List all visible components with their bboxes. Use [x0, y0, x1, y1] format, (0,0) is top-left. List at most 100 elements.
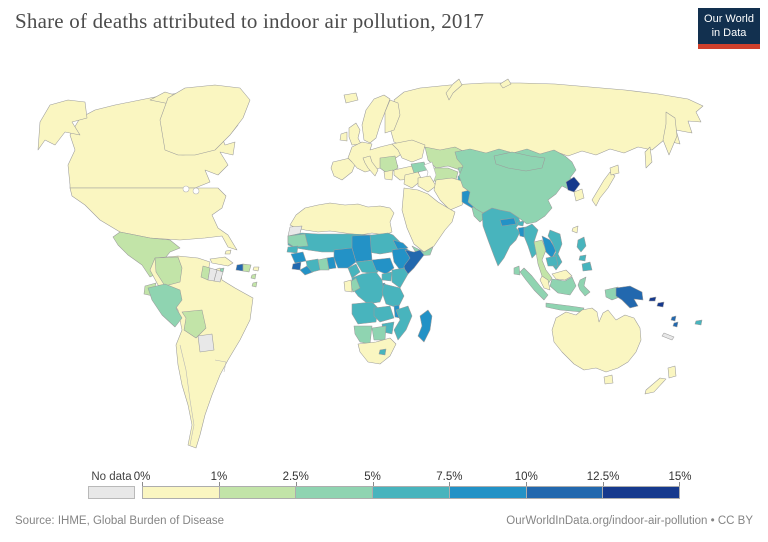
country-new-zealand-north[interactable] [667, 365, 677, 379]
country-australia-tasmania[interactable] [603, 374, 614, 385]
country-south-korea[interactable] [573, 188, 585, 202]
country-philippines-mindanao[interactable] [581, 261, 593, 272]
country-lesotho[interactable] [378, 348, 387, 356]
country-taiwan[interactable] [571, 225, 579, 234]
country-malaysia-peninsula[interactable] [539, 275, 551, 291]
country-iraq[interactable] [417, 175, 437, 193]
country-haiti[interactable] [235, 263, 244, 272]
country-eritrea[interactable] [392, 239, 409, 251]
country-bahamas[interactable] [224, 249, 232, 255]
country-north-korea[interactable] [565, 176, 581, 193]
country-philippines-visayas[interactable] [578, 254, 587, 262]
country-levant[interactable] [403, 171, 423, 189]
country-french-guiana[interactable] [213, 269, 224, 283]
country-mongolia[interactable] [493, 151, 546, 172]
country-congo[interactable] [349, 277, 361, 293]
country-cameroon[interactable] [347, 263, 361, 279]
country-solomon-islands-2[interactable] [656, 301, 665, 308]
country-cuba[interactable] [209, 256, 234, 267]
country-togo-benin[interactable] [326, 256, 337, 270]
country-new-caledonia[interactable] [661, 332, 675, 341]
country-bhutan[interactable] [516, 220, 525, 227]
country-tanzania[interactable] [381, 283, 405, 309]
country-greenland[interactable] [159, 84, 251, 156]
country-nigeria[interactable] [333, 247, 357, 269]
country-cambodia[interactable] [545, 255, 559, 267]
country-colombia[interactable] [154, 256, 183, 287]
country-zambia[interactable] [373, 305, 395, 323]
country-bolivia[interactable] [181, 309, 207, 339]
country-vanuatu-2[interactable] [672, 321, 679, 328]
country-philippines-luzon[interactable] [576, 236, 587, 253]
country-drc[interactable] [351, 271, 385, 305]
country-iran[interactable] [433, 177, 469, 211]
country-puerto-rico[interactable] [252, 266, 260, 272]
country-ukraine-east-europe[interactable] [391, 139, 426, 163]
legend-bin-2.5-5[interactable] [295, 487, 373, 498]
country-peru[interactable] [147, 283, 183, 328]
country-mauritania[interactable] [287, 233, 309, 248]
country-sierra-leone[interactable] [291, 261, 302, 271]
country-south-africa[interactable] [357, 337, 397, 365]
country-lesser-antilles-2[interactable] [251, 281, 258, 288]
country-angola[interactable] [351, 301, 379, 325]
legend-bin-0-1[interactable] [143, 487, 219, 498]
country-australia[interactable] [551, 307, 642, 373]
owid-link[interactable]: OurWorldInData.org/indoor-air-pollution … [506, 515, 753, 527]
country-japan[interactable] [591, 171, 616, 207]
country-saudi-arabia[interactable] [401, 187, 456, 253]
country-papua-new-guinea[interactable] [615, 285, 644, 309]
country-guinea[interactable] [290, 251, 307, 264]
country-italy[interactable] [362, 155, 379, 177]
legend-bin-7.5-10[interactable] [448, 487, 526, 498]
country-paraguay[interactable] [197, 333, 215, 353]
country-ireland[interactable] [339, 131, 348, 142]
country-mozambique[interactable] [393, 305, 413, 341]
country-norway-sweden[interactable] [361, 94, 391, 144]
country-new-zealand-south[interactable] [644, 377, 667, 395]
country-iceland[interactable] [343, 92, 359, 104]
country-south-sudan[interactable] [371, 257, 395, 275]
country-japan-hokkaido[interactable] [609, 164, 620, 176]
country-greece[interactable] [383, 169, 394, 181]
country-usa[interactable] [69, 187, 238, 251]
country-russia-severnaya[interactable] [499, 78, 512, 89]
legend-bin-10-12.5[interactable] [525, 487, 603, 498]
country-indonesia-java[interactable] [545, 302, 585, 313]
country-ghana[interactable] [317, 257, 330, 271]
country-botswana[interactable] [371, 325, 387, 341]
country-indonesia-sulawesi[interactable] [577, 276, 591, 297]
country-ivory-coast[interactable] [305, 258, 321, 273]
legend-bin-5-7.5[interactable] [372, 487, 449, 498]
country-russia-novaya-zemlya[interactable] [445, 78, 463, 101]
country-russia[interactable] [389, 82, 704, 157]
country-russia-sakhalin[interactable] [644, 146, 653, 169]
country-uganda[interactable] [381, 271, 393, 282]
country-gabon[interactable] [343, 279, 353, 293]
country-china[interactable] [454, 148, 577, 225]
country-usa-alaska[interactable] [37, 99, 88, 151]
country-solomon-islands-1[interactable] [648, 296, 657, 302]
country-finland[interactable] [384, 99, 401, 134]
country-russia-kamchatka[interactable] [662, 111, 678, 156]
country-uk[interactable] [348, 122, 362, 146]
country-vanuatu-1[interactable] [670, 315, 677, 322]
country-namibia[interactable] [353, 325, 373, 345]
country-fiji[interactable] [694, 319, 703, 326]
country-dominican-republic[interactable] [242, 263, 252, 273]
country-indonesia-kalimantan[interactable] [549, 276, 577, 296]
country-madagascar[interactable] [417, 309, 433, 343]
legend-bin-1-2.5[interactable] [218, 487, 296, 498]
legend-no-data-swatch[interactable] [88, 486, 135, 499]
legend-bin-12.5-15[interactable] [602, 487, 680, 498]
owid-logo[interactable]: Our World in Data [698, 8, 760, 49]
country-senegal[interactable] [286, 245, 299, 254]
country-lesser-antilles-1[interactable] [250, 273, 257, 280]
country-nepal[interactable] [499, 217, 517, 227]
country-caucasus[interactable] [410, 161, 428, 174]
country-malaysia-borneo[interactable] [551, 269, 573, 281]
country-kenya[interactable] [391, 267, 409, 289]
country-sri-lanka[interactable] [513, 265, 521, 276]
country-indonesia-sumatra[interactable] [519, 267, 549, 301]
country-somalia[interactable] [403, 249, 425, 277]
